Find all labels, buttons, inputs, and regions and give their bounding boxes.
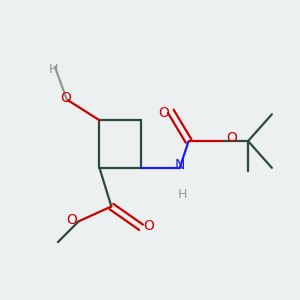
Text: O: O	[226, 131, 237, 145]
Text: O: O	[143, 219, 154, 233]
Text: O: O	[158, 106, 169, 120]
Text: O: O	[66, 213, 77, 227]
Text: O: O	[60, 91, 71, 105]
Text: N: N	[175, 158, 185, 172]
Text: H: H	[178, 188, 188, 201]
Text: H: H	[49, 63, 58, 76]
